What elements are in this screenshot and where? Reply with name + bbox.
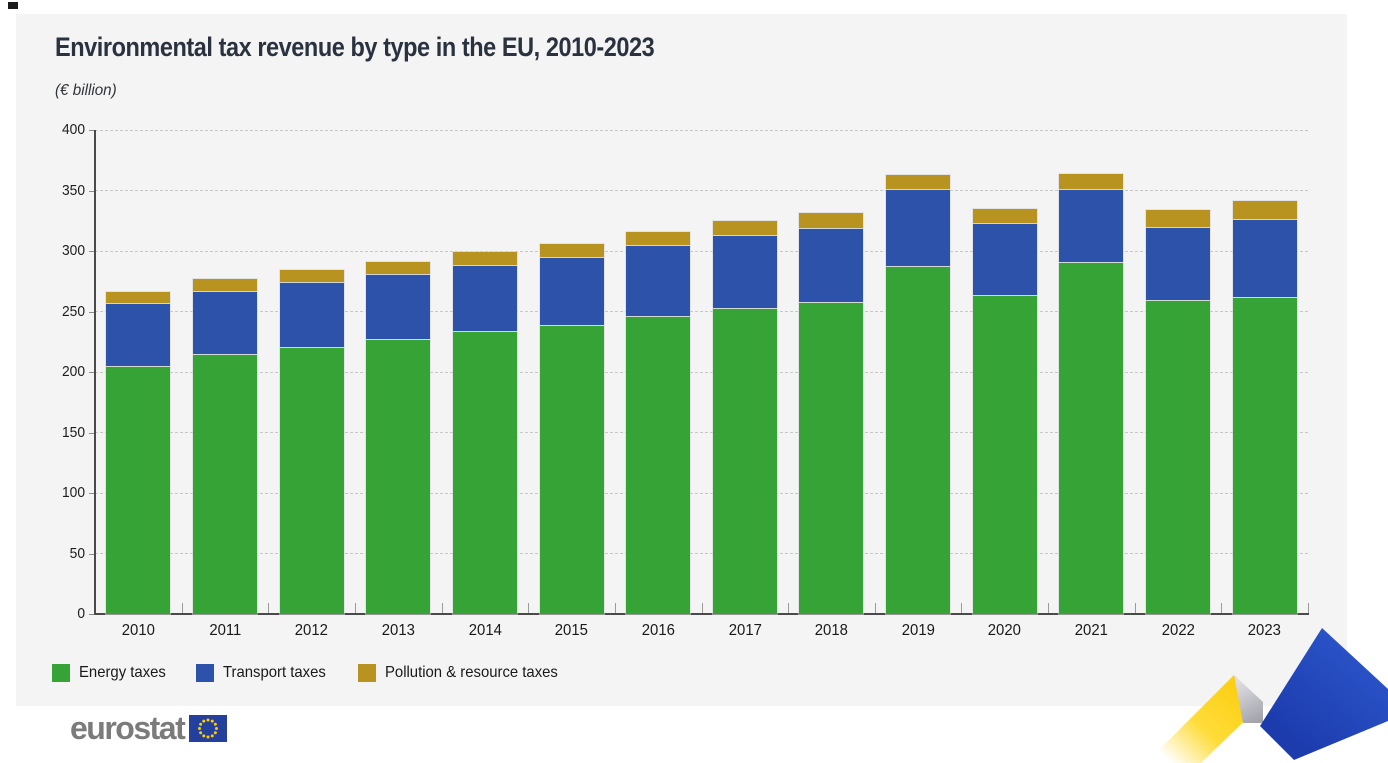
legend-swatch-icon	[357, 664, 376, 682]
legend-swatch-icon	[196, 664, 215, 682]
chart-panel	[16, 14, 1347, 706]
legend-item-3: Pollution & resource taxes	[357, 664, 571, 682]
legend-swatch-icon	[52, 664, 70, 682]
legend-item-2: Transport taxes	[196, 664, 334, 682]
legend-item-1: Energy taxes	[52, 664, 172, 682]
corner-mark	[8, 2, 18, 9]
footer: eurostat	[70, 710, 228, 746]
eurostat-logo-text: eurostat	[70, 710, 186, 746]
chart-unit-subtitle: (€ billion)	[55, 82, 117, 99]
legend-label: Pollution & resource taxes	[384, 664, 558, 681]
legend-label: Energy taxes	[79, 664, 166, 681]
page-title: Environmental tax revenue by type in the…	[55, 32, 655, 62]
chart-legend: Energy taxes Transport taxes Pollution & r…	[52, 664, 571, 682]
eu-flag-icon	[189, 714, 228, 742]
legend-label: Transport taxes	[223, 664, 327, 681]
